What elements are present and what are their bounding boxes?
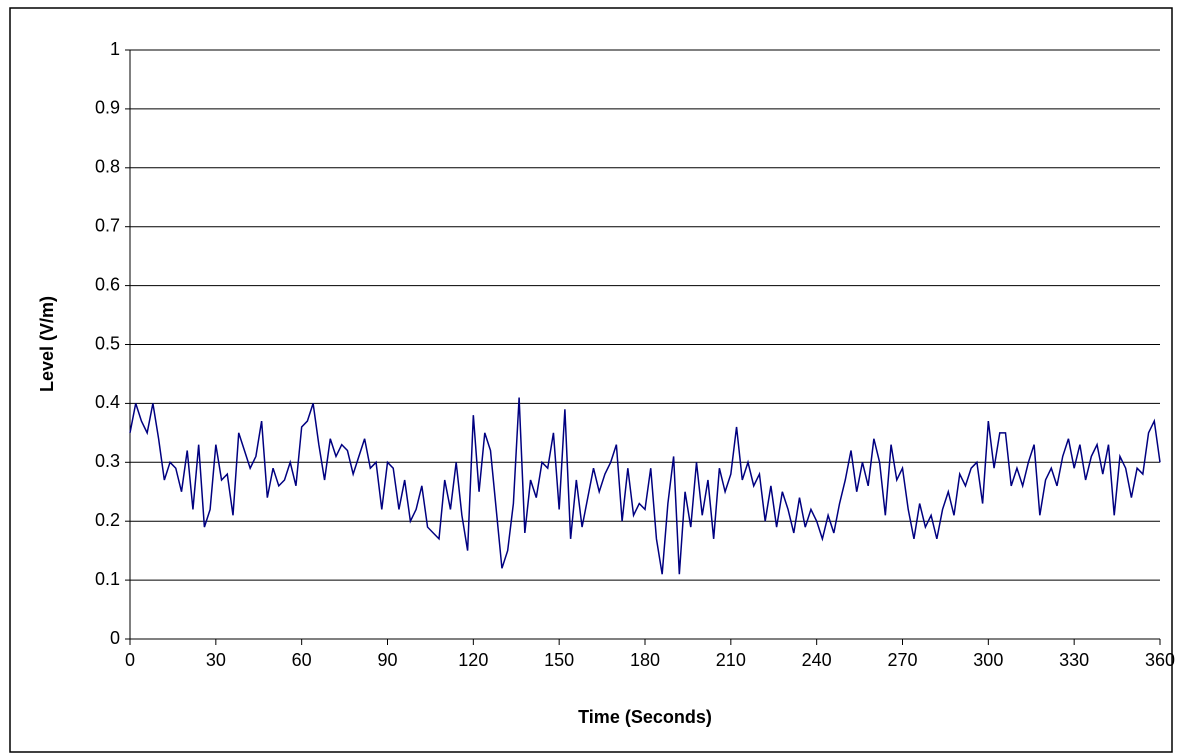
y-tick-label: 0.5 (95, 333, 120, 353)
x-tick-label: 240 (802, 650, 832, 670)
x-tick-label: 180 (630, 650, 660, 670)
y-tick-label: 0.6 (95, 274, 120, 294)
x-tick-label: 210 (716, 650, 746, 670)
x-tick-label: 300 (973, 650, 1003, 670)
y-tick-label: 0.4 (95, 392, 120, 412)
chart-frame (9, 7, 1173, 753)
x-tick-label: 60 (292, 650, 312, 670)
y-tick-label: 0 (110, 628, 120, 648)
x-tick-label: 360 (1145, 650, 1175, 670)
y-axis-title: Level (V/m) (37, 296, 57, 392)
y-tick-label: 0.7 (95, 215, 120, 235)
y-tick-label: 0.9 (95, 98, 120, 118)
x-tick-label: 30 (206, 650, 226, 670)
y-tick-label: 0.1 (95, 569, 120, 589)
data-line (129, 397, 1161, 575)
x-axis-title: Time (Seconds) (578, 707, 712, 727)
y-tick-label: 1 (110, 39, 120, 59)
y-tick-label: 0.3 (95, 451, 120, 471)
x-tick-label: 0 (125, 650, 135, 670)
x-tick-label: 270 (887, 650, 917, 670)
x-tick-label: 120 (458, 650, 488, 670)
x-tick-label: 150 (544, 650, 574, 670)
y-tick-label: 0.8 (95, 157, 120, 177)
x-tick-label: 90 (377, 650, 397, 670)
x-tick-label: 330 (1059, 650, 1089, 670)
y-tick-label: 0.2 (95, 510, 120, 530)
